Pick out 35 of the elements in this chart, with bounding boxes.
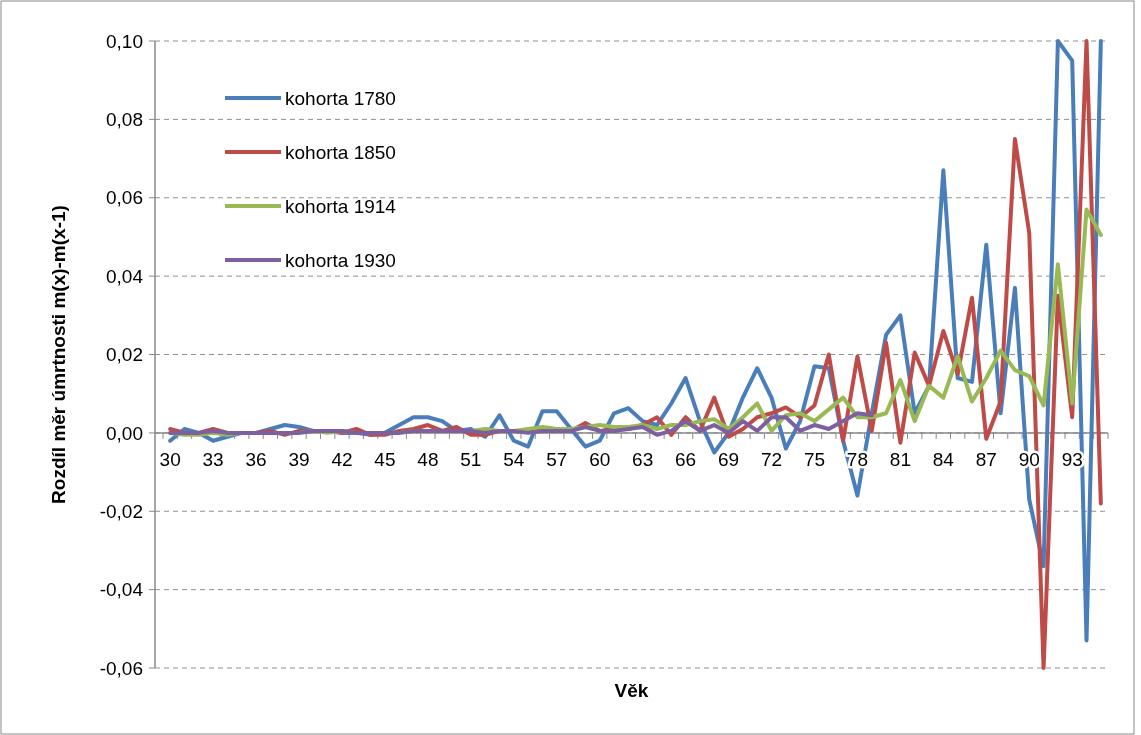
x-tick-label: 84 [932, 448, 955, 470]
y-tick-label: 0,04 [106, 265, 144, 287]
x-tick-label: 54 [503, 448, 525, 470]
x-tick-label: 36 [245, 448, 267, 470]
x-axis-title: Věk [614, 680, 649, 701]
x-tick-label: 87 [975, 448, 997, 470]
legend-label: kohorta 1914 [285, 195, 397, 217]
x-tick-label: 57 [546, 448, 568, 470]
x-tick-label: 39 [288, 448, 310, 470]
x-tick-label: 45 [374, 448, 396, 470]
y-tick-label: 0,06 [106, 187, 143, 209]
x-tick-label: 60 [589, 448, 611, 470]
x-tick-label: 63 [632, 448, 654, 470]
x-tick-label: 81 [889, 448, 911, 470]
y-tick-label: -0,06 [99, 657, 143, 679]
x-tick-label: 66 [675, 448, 697, 470]
x-tick-label: 48 [417, 448, 439, 470]
x-tick-label: 69 [718, 448, 740, 470]
line-series [168, 411, 874, 437]
legend-label: kohorta 1930 [285, 249, 396, 271]
legend-label: kohorta 1850 [285, 141, 396, 163]
y-tick-label: -0,04 [99, 579, 144, 601]
y-axis-title: Rozdíl měr úmrtnosti m(x)-m(x-1) [48, 205, 69, 504]
x-tick-label: 75 [803, 448, 826, 470]
y-tick-label: -0,02 [99, 500, 143, 522]
x-tick-label: 30 [159, 448, 181, 470]
x-tick-label: 42 [331, 448, 353, 470]
y-tick-label: 0,10 [106, 30, 143, 52]
y-tick-label: 0,08 [106, 109, 143, 131]
x-tick-label: 33 [202, 448, 224, 470]
legend-label: kohorta 1780 [285, 87, 396, 109]
y-tick-label: 0,02 [106, 344, 143, 366]
x-tick-label: 51 [460, 448, 482, 470]
y-tick-label: 0,00 [106, 422, 143, 444]
x-tick-label: 72 [760, 448, 783, 470]
